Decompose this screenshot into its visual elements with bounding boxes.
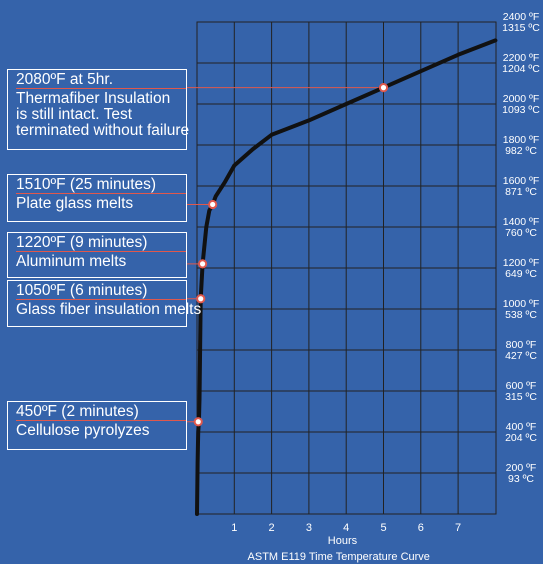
y-tick-fahrenheit: 1200 ºF xyxy=(503,257,540,269)
x-tick-label: 4 xyxy=(343,522,349,534)
y-tick-celsius: 1315 ºC xyxy=(502,22,540,34)
y-tick-celsius: 427 ºC xyxy=(505,350,537,362)
y-tick-celsius: 315 ºC xyxy=(505,391,537,403)
annotation-text: is still intact. Test xyxy=(16,106,133,123)
y-tick-label: 2000 ºF 1093 ºC xyxy=(502,93,540,116)
y-tick-label: 200 ºF 93 ºC xyxy=(506,462,537,485)
x-tick-label: 1 xyxy=(231,522,237,534)
event-marker xyxy=(196,294,206,304)
annotation-heading: 1050ºF (6 minutes) xyxy=(16,283,186,300)
y-axis-tick-labels: 200 ºF 93 ºC 400 ºF 204 ºC 600 ºF 315 ºC 800 º… xyxy=(502,11,540,485)
y-tick-label: 400 ºF 204 ºC xyxy=(505,421,537,444)
y-tick-celsius: 871 ºC xyxy=(505,186,537,198)
annotation-text: terminated without failure xyxy=(16,122,190,139)
y-tick-fahrenheit: 1400 ºF xyxy=(503,216,540,228)
x-tick-label: 2 xyxy=(269,522,275,534)
chart-grid xyxy=(196,21,497,515)
time-temperature-curve xyxy=(195,38,498,516)
event-marker xyxy=(193,417,203,427)
y-tick-fahrenheit: 600 ºF xyxy=(506,380,537,392)
x-axis-label: Hours xyxy=(328,535,358,547)
y-tick-label: 1000 ºF 538 ºC xyxy=(503,298,540,321)
y-tick-celsius: 93 ºC xyxy=(508,473,534,485)
annotation-box-glass-fiber: 1050ºF (6 minutes) Glass fiber insulatio… xyxy=(7,280,202,327)
event-markers xyxy=(193,83,389,427)
x-axis-tick-labels: 1 2 3 4 5 6 7 xyxy=(231,522,461,534)
y-tick-celsius: 982 ºC xyxy=(505,145,537,157)
y-tick-fahrenheit: 2000 ºF xyxy=(503,93,540,105)
y-tick-celsius: 760 ºC xyxy=(505,227,537,239)
y-tick-fahrenheit: 800 ºF xyxy=(506,339,537,351)
y-tick-celsius: 204 ºC xyxy=(505,432,537,444)
x-tick-label: 5 xyxy=(380,522,386,534)
event-marker xyxy=(378,83,389,93)
y-tick-label: 2200 ºF 1204 ºC xyxy=(502,52,540,75)
event-marker xyxy=(197,259,208,269)
y-tick-label: 600 ºF 315 ºC xyxy=(505,380,537,403)
annotation-heading: 1510ºF (25 minutes) xyxy=(16,177,186,194)
annotation-heading: 1220ºF (9 minutes) xyxy=(16,235,186,252)
y-tick-fahrenheit: 2200 ºF xyxy=(503,52,540,64)
annotation-box-aluminum: 1220ºF (9 minutes) Aluminum melts xyxy=(7,232,187,278)
y-tick-fahrenheit: 200 ºF xyxy=(506,462,537,474)
annotation-text: Cellulose pyrolyzes xyxy=(16,422,150,439)
y-tick-celsius: 538 ºC xyxy=(505,309,537,321)
annotation-text: Thermafiber Insulation xyxy=(16,90,171,107)
annotation-leader-lines xyxy=(187,87,384,423)
x-tick-label: 6 xyxy=(418,522,424,534)
y-tick-label: 1200 ºF 649 ºC xyxy=(503,257,540,280)
annotation-box-5hr: 2080ºF at 5hr. Thermafiber Insulation is… xyxy=(7,69,190,150)
y-tick-fahrenheit: 1800 ºF xyxy=(503,134,540,146)
x-tick-label: 3 xyxy=(306,522,312,534)
y-tick-label: 2400 ºF 1315 ºC xyxy=(502,11,540,34)
y-tick-celsius: 1204 ºC xyxy=(502,63,540,75)
chart-title: ASTM E119 Time Temperature Curve xyxy=(248,551,430,563)
annotation-heading: 450ºF (2 minutes) xyxy=(16,404,186,421)
event-marker xyxy=(208,199,218,210)
y-tick-fahrenheit: 1000 ºF xyxy=(503,298,540,310)
y-tick-fahrenheit: 2400 ºF xyxy=(503,11,540,23)
annotation-text: Glass fiber insulation melts xyxy=(16,301,202,318)
annotation-text: Plate glass melts xyxy=(16,195,134,212)
annotation-box-cellulose: 450ºF (2 minutes) Cellulose pyrolyzes xyxy=(7,401,187,450)
annotation-box-plate-glass: 1510ºF (25 minutes) Plate glass melts xyxy=(7,174,187,222)
annotation-text: Aluminum melts xyxy=(16,253,127,270)
y-tick-label: 1600 ºF 871 ºC xyxy=(503,175,540,198)
y-tick-fahrenheit: 400 ºF xyxy=(506,421,537,433)
y-tick-label: 1400 ºF 760 ºC xyxy=(503,216,540,239)
y-tick-fahrenheit: 1600 ºF xyxy=(503,175,540,187)
annotation-heading: 2080ºF at 5hr. xyxy=(16,72,186,89)
y-tick-label: 1800 ºF 982 ºC xyxy=(503,134,540,157)
y-tick-celsius: 649 ºC xyxy=(505,268,537,280)
y-tick-celsius: 1093 ºC xyxy=(502,104,540,116)
y-tick-label: 800 ºF 427 ºC xyxy=(505,339,537,362)
x-tick-label: 7 xyxy=(455,522,461,534)
